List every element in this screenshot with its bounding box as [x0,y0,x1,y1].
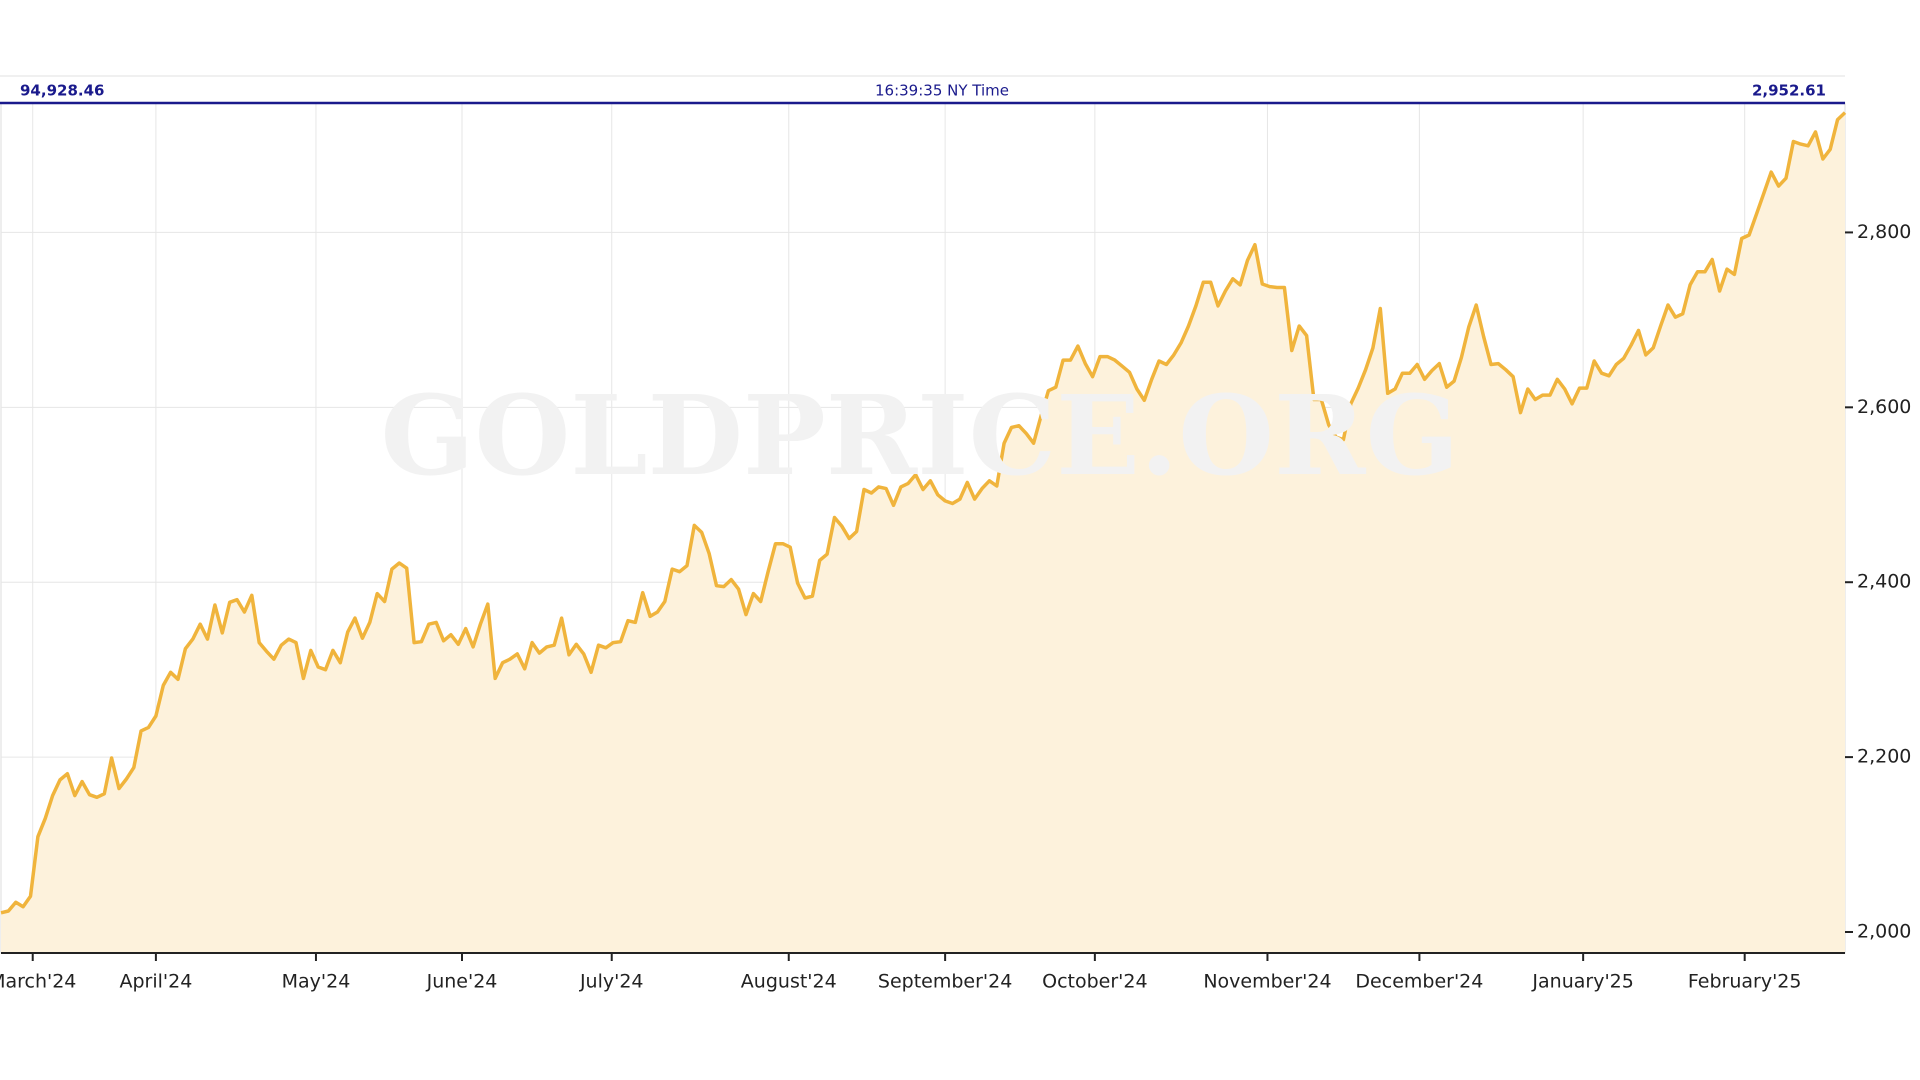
x-tick-label: October'24 [1042,971,1147,993]
x-tick-label: July'24 [579,971,644,993]
area-fill [1,112,1845,954]
y-tick-label: 2,600 [1857,396,1911,418]
header-right: 2,952.61 [1752,82,1826,100]
y-tick-label: 2,400 [1857,571,1911,593]
x-tick-label: September'24 [878,971,1012,993]
header-center: 16:39:35 NY Time [875,82,1009,100]
watermark: GOLDPRICE.ORG [381,371,1460,500]
y-tick-label: 2,200 [1857,746,1911,768]
x-tick-label: June'24 [426,971,498,993]
y-tick-label: 2,000 [1857,921,1911,943]
x-tick-label: April'24 [119,971,192,993]
x-tick-label: December'24 [1355,971,1483,993]
x-tick-label: February'25 [1688,971,1802,993]
x-tick-label: May'24 [282,971,351,993]
x-tick-label: August'24 [741,971,837,993]
price-line [0,111,1847,915]
x-tick-label: January'25 [1531,971,1633,993]
x-tick-label: March'24 [0,971,76,993]
y-tick-label: 2,800 [1857,221,1911,243]
x-tick-label: November'24 [1203,971,1331,993]
plot [0,102,1847,954]
header-left: 94,928.46 [20,82,104,100]
